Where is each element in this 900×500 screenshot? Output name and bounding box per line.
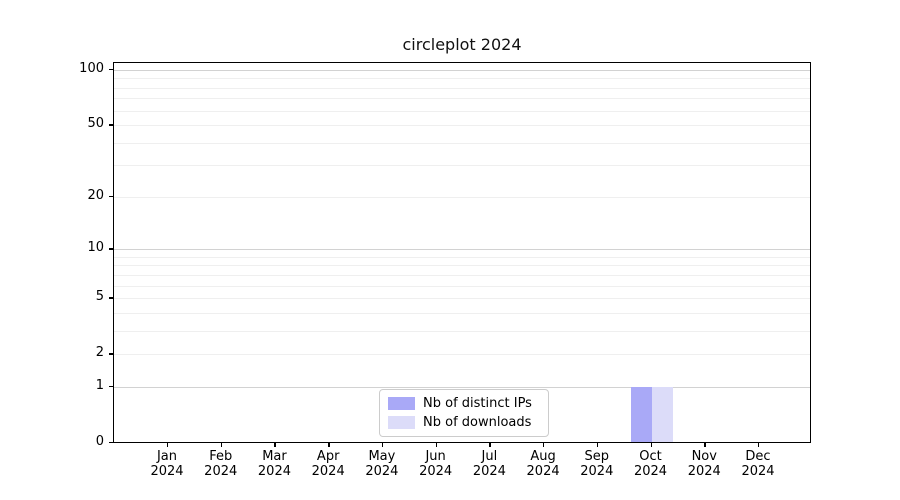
bar-oct-series1 bbox=[651, 386, 673, 442]
x-tick bbox=[381, 443, 384, 447]
x-tick-month: Jun bbox=[425, 449, 446, 464]
x-tick-month: May bbox=[368, 449, 396, 464]
y-tick-label: 0 bbox=[95, 434, 104, 449]
gridline-minor bbox=[114, 330, 810, 332]
x-tick-year: 2024 bbox=[633, 464, 668, 479]
x-tick bbox=[650, 443, 652, 447]
gridline-minor bbox=[114, 265, 810, 267]
x-tick bbox=[757, 443, 760, 447]
x-tick bbox=[274, 443, 276, 447]
x-tick-label: Nov 2024 bbox=[676, 449, 732, 479]
gridline-minor bbox=[114, 285, 810, 287]
y-tick-label: 5 bbox=[95, 289, 104, 305]
x-tick-year: 2024 bbox=[257, 464, 291, 479]
x-tick-month: Mar bbox=[262, 449, 287, 464]
y-tick-label: 100 bbox=[79, 61, 104, 76]
legend-entry: Nb of downloads bbox=[388, 413, 540, 432]
y-tick bbox=[109, 248, 113, 250]
x-tick bbox=[435, 443, 438, 447]
y-tick-label: 1 bbox=[95, 377, 104, 393]
x-tick-label: Dec 2024 bbox=[730, 449, 786, 479]
y-tick-label: 10 bbox=[87, 240, 104, 256]
gridline-minor bbox=[114, 274, 810, 276]
gridline-minor bbox=[114, 78, 810, 80]
legend-label-distinct-ips: Nb of distinct IPs bbox=[423, 396, 532, 411]
x-tick-label: Jan 2024 bbox=[139, 449, 195, 479]
y-tick bbox=[109, 385, 113, 388]
gridline-minor bbox=[114, 110, 810, 112]
y-tick bbox=[109, 124, 113, 126]
x-tick-label: Aug 2024 bbox=[515, 449, 571, 479]
gridline-minor bbox=[114, 87, 810, 89]
x-tick-label: Apr 2024 bbox=[300, 449, 356, 479]
legend-swatch-downloads bbox=[388, 416, 415, 429]
gridline-minor bbox=[114, 142, 810, 144]
x-tick-month: Aug bbox=[530, 449, 556, 464]
gridline-major bbox=[114, 386, 810, 388]
x-tick bbox=[167, 443, 169, 447]
x-tick bbox=[489, 443, 491, 447]
y-tick bbox=[109, 69, 113, 71]
x-tick bbox=[543, 443, 545, 447]
x-tick-month: Feb bbox=[209, 449, 233, 464]
plot-area: Nb of distinct IPs Nb of downloads bbox=[113, 62, 811, 443]
x-tick-label: May 2024 bbox=[354, 449, 410, 479]
x-tick-month: Jan bbox=[156, 449, 178, 464]
x-tick-month: Nov bbox=[691, 449, 717, 464]
gridline-major bbox=[114, 70, 810, 71]
x-tick bbox=[220, 443, 223, 447]
y-tick-label: 2 bbox=[95, 345, 104, 361]
x-tick-year: 2024 bbox=[365, 464, 399, 479]
x-tick-label: Feb 2024 bbox=[193, 449, 249, 479]
gridline-minor bbox=[114, 98, 810, 100]
gridline-minor bbox=[114, 354, 810, 356]
bar-oct-series0 bbox=[630, 386, 652, 442]
x-tick-year: 2024 bbox=[526, 464, 560, 479]
gridline-major bbox=[114, 249, 810, 251]
x-tick-month: Oct bbox=[639, 449, 662, 464]
x-tick-year: 2024 bbox=[741, 464, 775, 479]
x-tick-year: 2024 bbox=[419, 464, 453, 479]
x-tick-label: Mar 2024 bbox=[246, 449, 302, 479]
x-tick-label: Jun 2024 bbox=[408, 449, 464, 479]
legend: Nb of distinct IPs Nb of downloads bbox=[379, 389, 549, 437]
x-tick-year: 2024 bbox=[472, 464, 506, 479]
y-tick-label: 20 bbox=[87, 187, 104, 203]
gridline-minor bbox=[114, 196, 810, 198]
gridline-minor bbox=[114, 298, 810, 300]
x-tick bbox=[328, 443, 330, 447]
legend-label-downloads: Nb of downloads bbox=[423, 415, 532, 430]
y-tick bbox=[109, 442, 113, 444]
x-tick-label: Jul 2024 bbox=[461, 449, 517, 479]
x-tick-month: Apr bbox=[316, 449, 340, 464]
x-tick-month: Sep bbox=[584, 449, 610, 464]
x-tick-year: 2024 bbox=[150, 464, 184, 479]
x-tick-label: Sep 2024 bbox=[569, 449, 625, 479]
y-tick bbox=[109, 353, 113, 355]
x-tick-year: 2024 bbox=[687, 464, 721, 479]
x-tick-year: 2024 bbox=[580, 464, 614, 479]
x-tick-month: Jul bbox=[481, 449, 498, 464]
x-tick-year: 2024 bbox=[311, 464, 345, 479]
y-tick bbox=[109, 195, 113, 198]
legend-swatch-distinct-ips bbox=[388, 397, 415, 410]
x-tick bbox=[596, 443, 599, 447]
x-tick-month: Dec bbox=[745, 449, 771, 464]
gridline-minor bbox=[114, 165, 810, 167]
x-tick-label: Oct 2024 bbox=[623, 449, 679, 479]
gridline-minor bbox=[114, 125, 810, 127]
x-tick-year: 2024 bbox=[204, 464, 238, 479]
y-tick-label: 50 bbox=[87, 116, 104, 132]
legend-entry: Nb of distinct IPs bbox=[388, 394, 540, 413]
gridline-minor bbox=[114, 256, 810, 258]
chart-title: circleplot 2024 bbox=[402, 35, 522, 54]
x-tick bbox=[704, 443, 706, 447]
gridline-minor bbox=[114, 312, 810, 314]
y-tick bbox=[109, 297, 113, 299]
